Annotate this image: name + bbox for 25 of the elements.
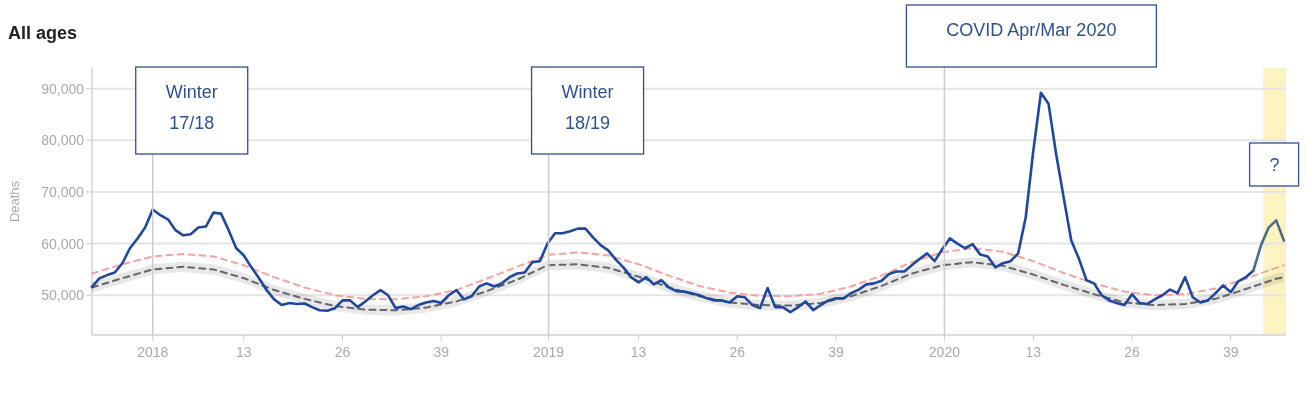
x-tick-label: 2020: [928, 344, 961, 360]
y-tick-label: 70,000: [41, 183, 85, 200]
x-tick-label: 39: [828, 344, 844, 360]
ref-line-label: Winter 17/18: [165, 82, 218, 133]
ref-line-label: COVID Apr/Mar 2020: [946, 20, 1117, 40]
y-tick-label: 90,000: [41, 80, 85, 97]
x-tick-label: 2018: [137, 344, 169, 360]
x-tick-label: 26: [334, 344, 351, 360]
band-label: ?: [1269, 155, 1280, 175]
x-tick-label: 2019: [532, 344, 565, 360]
x-tick-label: 26: [729, 344, 746, 360]
line-series: [91, 247, 1285, 301]
y-tick-label: 50,000: [41, 287, 85, 304]
y-tick-label: 80,000: [41, 132, 85, 149]
chart-title: All ages: [8, 23, 78, 43]
x-tick-label: 13: [630, 344, 647, 360]
line-series: [1252, 219, 1286, 272]
ref-line-label: Winter 18/19: [561, 82, 614, 133]
x-tick-label: 39: [1222, 344, 1239, 360]
x-tick-label: 39: [433, 344, 450, 360]
x-tick-label: 13: [1025, 344, 1042, 360]
y-axis-title: Deaths: [7, 180, 22, 223]
x-tick-label: 26: [1124, 344, 1140, 360]
x-tick-label: 13: [236, 344, 252, 360]
y-tick-label: 60,000: [41, 235, 85, 252]
